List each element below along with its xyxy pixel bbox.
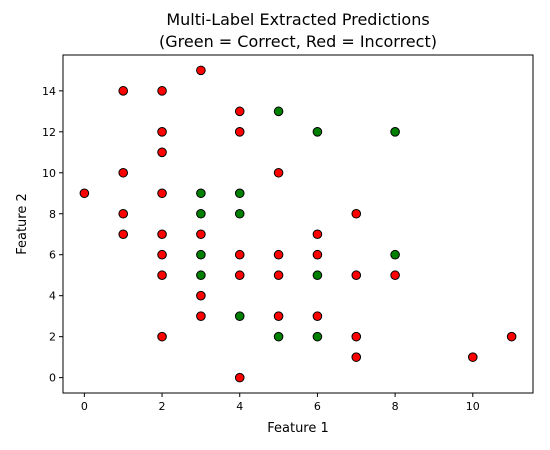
incorrect-point <box>157 229 167 240</box>
incorrect-point <box>157 127 167 137</box>
incorrect-point <box>273 167 284 178</box>
y-tick-label: 0 <box>49 372 56 385</box>
incorrect-point <box>273 311 284 321</box>
incorrect-point <box>351 208 362 219</box>
correct-point <box>196 208 206 219</box>
incorrect-point <box>157 249 167 260</box>
incorrect-point <box>118 86 129 96</box>
correct-point <box>312 270 323 281</box>
plot-area <box>62 54 534 394</box>
correct-point <box>390 127 400 137</box>
incorrect-point <box>196 65 206 76</box>
incorrect-point <box>234 249 245 260</box>
correct-point <box>196 270 206 281</box>
y-tick-label: 6 <box>49 249 56 262</box>
x-tick-label: 4 <box>236 400 243 413</box>
x-axis: 0 2 4 6 8 10 <box>81 393 480 413</box>
x-tick-label: 10 <box>466 400 480 413</box>
incorrect-point <box>234 127 245 137</box>
x-tick-label: 2 <box>159 400 166 413</box>
incorrect-point <box>234 106 245 117</box>
incorrect-point <box>157 270 167 281</box>
y-tick-label: 4 <box>49 290 56 303</box>
incorrect-point <box>157 147 167 158</box>
correct-point <box>234 208 245 219</box>
incorrect-point <box>157 188 167 199</box>
incorrect-point <box>157 86 167 96</box>
incorrect-point <box>351 352 362 362</box>
incorrect-point <box>273 249 284 260</box>
correct-point <box>312 331 323 342</box>
y-axis-label: Feature 2 <box>15 193 30 255</box>
incorrect-point <box>467 352 478 362</box>
correct-point <box>273 331 284 342</box>
chart-title-line1: Multi-Label Extracted Predictions <box>166 10 429 29</box>
x-tick-label: 6 <box>314 400 321 413</box>
incorrect-point <box>79 188 90 199</box>
incorrect-point <box>390 270 400 281</box>
y-tick-label: 14 <box>42 85 56 98</box>
correct-point <box>312 127 323 137</box>
y-tick-label: 12 <box>42 126 56 139</box>
y-tick-label: 8 <box>49 208 56 221</box>
incorrect-point <box>351 331 362 342</box>
incorrect-point <box>196 290 206 301</box>
incorrect-point <box>234 372 245 383</box>
y-tick-label: 2 <box>49 331 56 344</box>
incorrect-point <box>273 270 284 281</box>
data-points <box>79 65 517 383</box>
incorrect-point <box>312 249 323 260</box>
chart-title-line2: (Green = Correct, Red = Incorrect) <box>159 32 437 51</box>
correct-point <box>390 249 400 260</box>
incorrect-point <box>118 208 129 219</box>
incorrect-point <box>196 229 206 240</box>
incorrect-point <box>118 167 129 178</box>
incorrect-point <box>506 331 517 342</box>
y-tick-label: 10 <box>42 167 56 180</box>
incorrect-point <box>157 331 167 342</box>
y-axis: 0 2 4 6 8 10 12 14 <box>42 85 63 385</box>
correct-point <box>234 311 245 321</box>
incorrect-point <box>312 311 323 321</box>
x-tick-label: 8 <box>392 400 399 413</box>
correct-point <box>196 188 206 199</box>
incorrect-point <box>196 311 206 321</box>
incorrect-point <box>234 270 245 281</box>
correct-point <box>273 106 284 117</box>
incorrect-point <box>312 229 323 240</box>
x-tick-label: 0 <box>81 400 88 413</box>
incorrect-point <box>118 229 129 240</box>
incorrect-point <box>351 270 362 281</box>
x-axis-label: Feature 1 <box>267 421 329 436</box>
correct-point <box>196 249 206 260</box>
correct-point <box>234 188 245 199</box>
